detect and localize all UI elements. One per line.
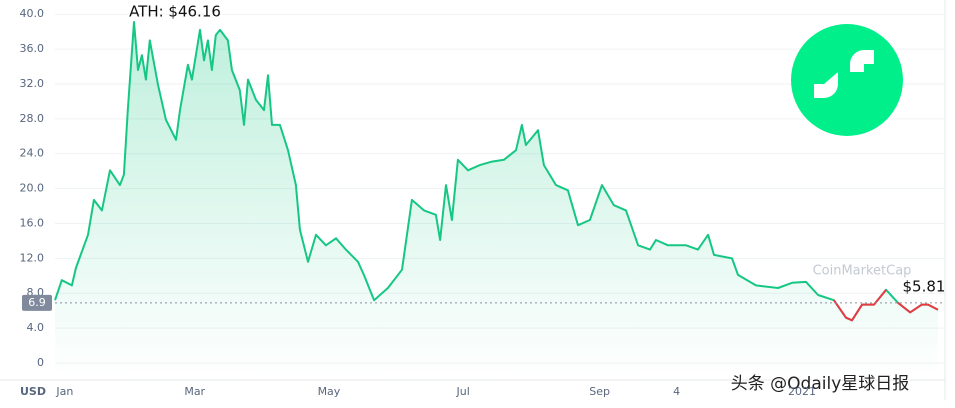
y-tick-label: 4.0 <box>27 321 45 334</box>
y-tick-label: 40.0 <box>20 7 45 20</box>
ath-label: ATH: $46.16 <box>129 3 221 21</box>
last-price-label: $5.81 <box>903 278 946 296</box>
y-tick-label: 24.0 <box>20 147 45 160</box>
price-line <box>54 21 939 322</box>
watermark: CoinMarketCap <box>813 264 912 279</box>
x-tick-label: 4 <box>673 385 680 398</box>
y-tick-label: 12.0 <box>20 251 45 264</box>
baseline-box <box>22 294 52 311</box>
x-tick-label: May <box>318 385 341 398</box>
y-tick-label: 16.0 <box>20 216 45 229</box>
x-tick-label: Mar <box>184 385 205 398</box>
y-tick-label: 20.0 <box>20 182 45 195</box>
baseline-label: 6.9 <box>28 296 46 309</box>
price-line-below <box>833 289 887 322</box>
y-tick-label: 28.0 <box>20 112 45 125</box>
x-tick-label: Jan <box>55 385 73 398</box>
x-tick-label: Jul <box>456 385 470 398</box>
x-tick-label: Sep <box>589 385 610 398</box>
x-tick-label: 2021 <box>788 385 816 398</box>
currency-label: USD <box>20 385 46 398</box>
y-tick-label: 32.0 <box>20 77 45 90</box>
logo <box>791 24 903 136</box>
price-line-below <box>897 302 939 314</box>
y-tick-label: 36.0 <box>20 42 45 55</box>
watermark: 头条 @Odaily星球日报 <box>731 374 910 394</box>
area <box>55 22 938 380</box>
y-tick-label: 0 <box>37 356 44 369</box>
